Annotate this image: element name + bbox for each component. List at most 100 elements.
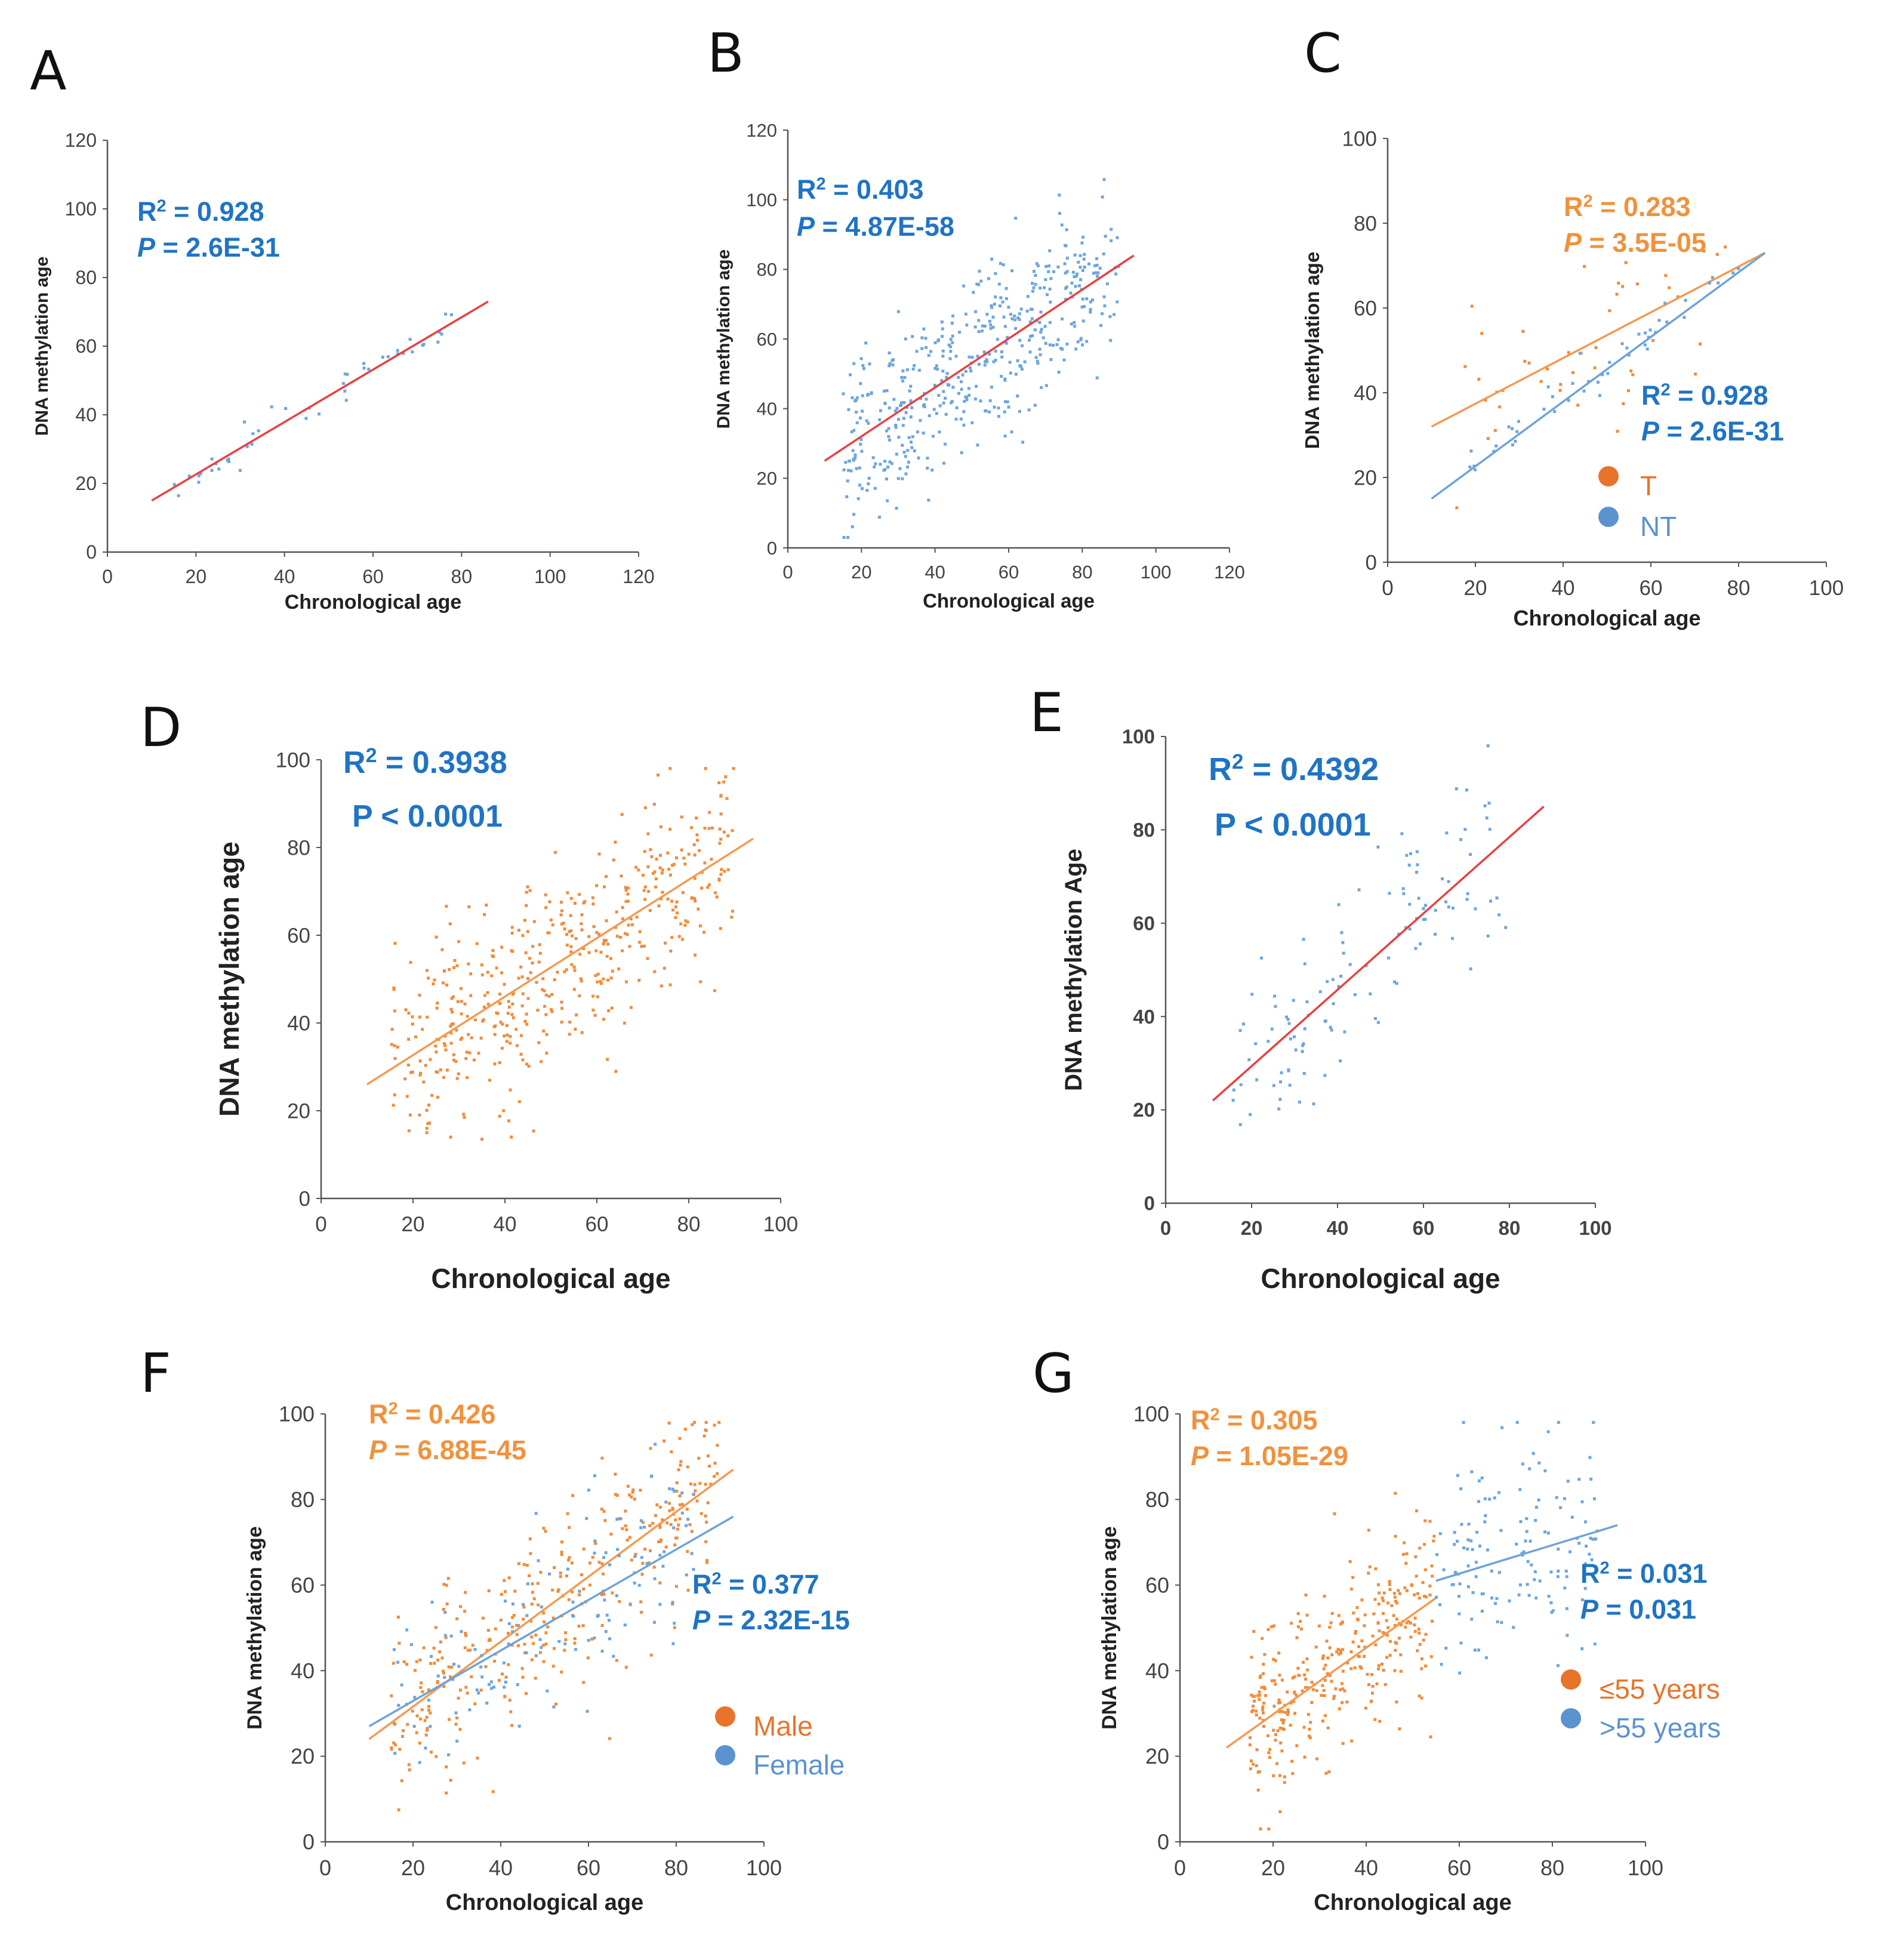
- data-point: [517, 1100, 521, 1104]
- data-point: [985, 313, 989, 316]
- data-point: [653, 1620, 657, 1624]
- data-point: [669, 1523, 673, 1526]
- data-point: [411, 1022, 414, 1026]
- data-point: [517, 1562, 521, 1565]
- data-point: [1357, 888, 1361, 892]
- data-point: [503, 1034, 506, 1038]
- data-point: [1403, 1541, 1406, 1545]
- data-point: [856, 497, 860, 500]
- trend-line: [1225, 1597, 1437, 1749]
- series-t: [1431, 245, 1765, 510]
- data-point: [414, 1035, 417, 1038]
- data-point: [578, 893, 581, 896]
- data-point: [630, 1495, 633, 1499]
- data-point: [1056, 265, 1060, 269]
- data-point: [573, 902, 577, 905]
- data-point: [1422, 907, 1425, 910]
- data-point: [611, 969, 614, 973]
- data-point: [530, 1658, 534, 1662]
- data-point: [1324, 1771, 1328, 1775]
- data-point: [1255, 1764, 1258, 1767]
- data-point: [976, 443, 979, 447]
- data-point: [1549, 1601, 1553, 1604]
- data-point: [503, 982, 506, 986]
- data-point: [1304, 1685, 1307, 1689]
- data-point: [1074, 285, 1077, 288]
- data-point: [1074, 347, 1078, 351]
- data-point: [462, 1761, 466, 1765]
- data-point: [1702, 249, 1706, 253]
- data-point: [723, 870, 726, 873]
- data-point: [1301, 1044, 1305, 1047]
- data-point: [848, 459, 851, 463]
- data-point: [1378, 1629, 1381, 1633]
- data-point: [485, 1648, 489, 1652]
- data-point: [1044, 384, 1048, 387]
- data-point: [594, 949, 598, 953]
- data-point: [602, 942, 605, 946]
- data-point: [1460, 1523, 1463, 1526]
- data-point: [1647, 335, 1650, 339]
- data-point: [1495, 896, 1499, 900]
- data-point: [1589, 1536, 1592, 1540]
- data-point: [1026, 295, 1030, 298]
- data-point: [1276, 1729, 1280, 1733]
- data-point: [922, 327, 926, 331]
- data-point: [469, 1648, 472, 1652]
- data-point: [1338, 1653, 1341, 1656]
- data-point: [1079, 278, 1083, 282]
- data-point: [655, 858, 658, 861]
- data-point: [451, 1010, 454, 1014]
- data-point: [509, 1035, 512, 1038]
- data-point: [571, 1600, 575, 1604]
- data-point: [629, 1006, 633, 1009]
- data-point: [1629, 369, 1633, 373]
- data-point: [1458, 1582, 1462, 1586]
- data-point: [625, 933, 629, 936]
- data-point: [631, 1488, 635, 1491]
- trend-line: [1212, 805, 1545, 1102]
- data-point: [648, 909, 652, 913]
- data-point: [1515, 1542, 1518, 1546]
- data-point: [1010, 317, 1014, 320]
- data-point: [973, 325, 977, 329]
- data-point: [707, 883, 711, 887]
- data-point: [646, 865, 650, 868]
- data-point: [480, 1654, 483, 1657]
- data-point: [430, 1093, 434, 1097]
- data-point: [1299, 1627, 1303, 1631]
- data-point: [1085, 340, 1089, 343]
- data-point: [1414, 947, 1418, 950]
- data-point: [509, 1088, 512, 1092]
- data-point: [842, 392, 845, 396]
- data-point: [1489, 899, 1492, 903]
- data-point: [593, 1551, 596, 1555]
- data-point: [424, 1064, 427, 1067]
- y-tick-label: 80: [1354, 212, 1377, 235]
- data-point: [542, 1611, 546, 1615]
- data-point: [1343, 1030, 1346, 1034]
- data-point: [494, 1627, 497, 1631]
- p-value-label: P = 2.6E-31: [137, 232, 280, 263]
- data-point: [1094, 271, 1098, 275]
- data-point: [1452, 906, 1455, 910]
- data-point: [1621, 285, 1625, 288]
- data-point: [1388, 1654, 1392, 1657]
- data-point: [536, 1009, 540, 1012]
- data-point: [528, 957, 532, 960]
- data-point: [537, 1603, 540, 1607]
- data-point: [566, 1567, 569, 1571]
- data-point: [888, 406, 891, 410]
- data-point: [510, 1625, 514, 1629]
- data-point: [615, 1594, 618, 1598]
- data-point: [563, 970, 566, 973]
- data-point: [1600, 373, 1604, 377]
- data-point: [1388, 892, 1391, 895]
- data-point: [1453, 1531, 1456, 1534]
- data-point: [1277, 1107, 1281, 1111]
- data-point: [525, 1564, 529, 1567]
- data-point: [465, 1050, 469, 1054]
- data-point: [1405, 1552, 1409, 1555]
- data-point: [1040, 386, 1043, 389]
- data-point: [927, 354, 930, 358]
